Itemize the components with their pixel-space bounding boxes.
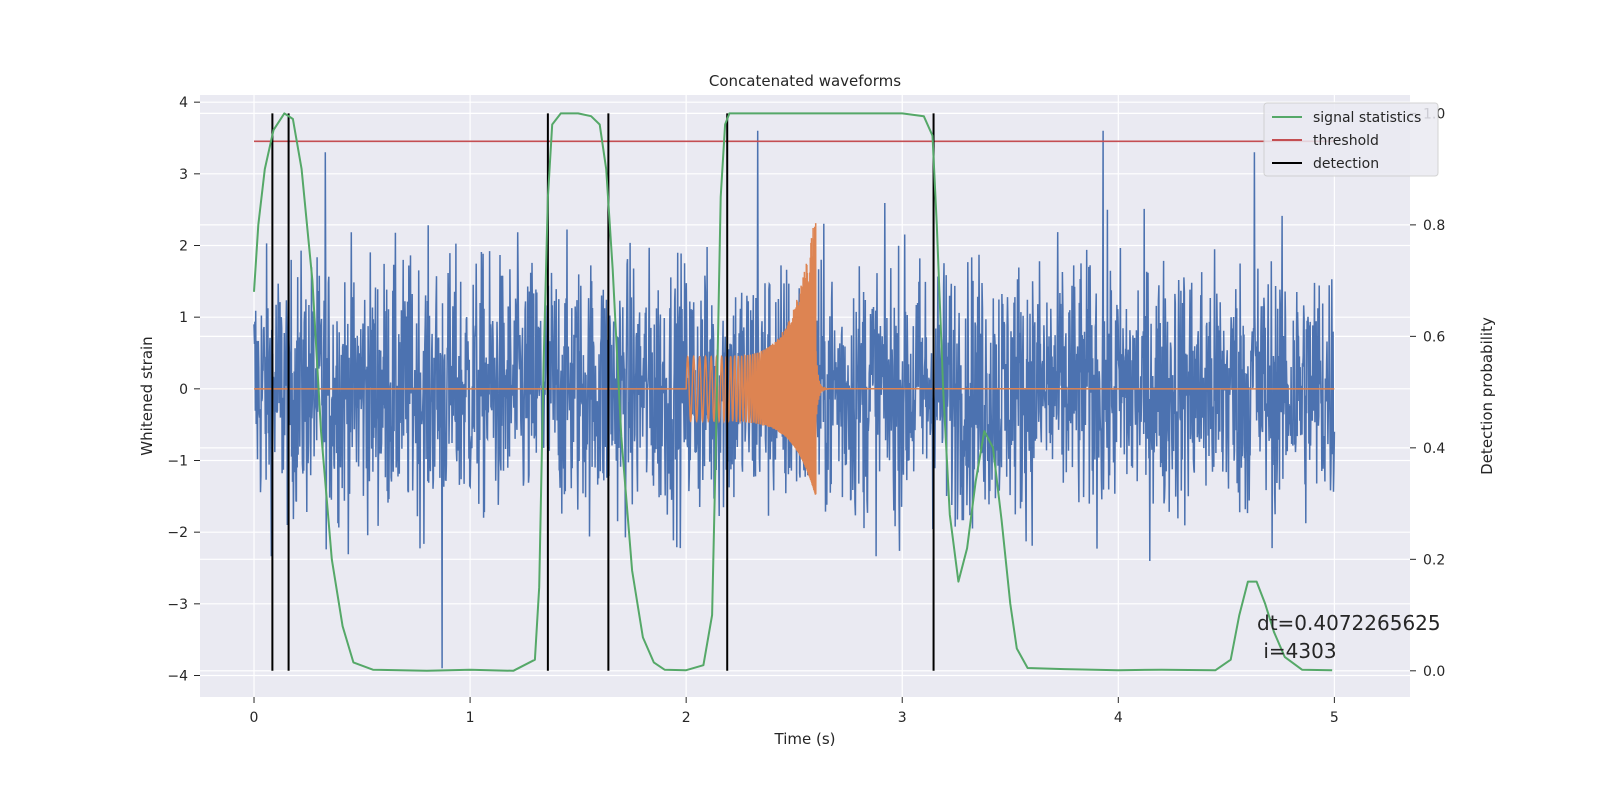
y-tick-label: 2 (179, 239, 188, 255)
legend-label-signal-statistics: signal statistics (1313, 110, 1421, 126)
x-tick-label: 4 (1114, 710, 1123, 726)
x-axis-label: Time (s) (774, 730, 836, 748)
x-tick-label: 2 (682, 710, 691, 726)
y-tick-label: 0 (179, 382, 188, 398)
y2-tick-label: 0.8 (1423, 218, 1445, 234)
annotation-index: i=4303 (1257, 639, 1337, 663)
y2-tick-label: 0.6 (1423, 329, 1445, 345)
y-tick-label: 1 (179, 310, 188, 326)
y-tick-label: 3 (179, 167, 188, 183)
x-tick-label: 5 (1330, 710, 1339, 726)
y2-tick-label: 0.0 (1423, 664, 1445, 680)
y2-axis-label: Detection probability (1478, 317, 1496, 475)
annotation-dt: dt=0.4072265625 (1257, 611, 1441, 635)
y-axis-label: Whitened strain (138, 336, 156, 455)
x-tick-label: 0 (250, 710, 259, 726)
x-tick-label: 1 (466, 710, 475, 726)
y-tick-label: −4 (167, 669, 188, 685)
y-tick-label: −1 (167, 454, 188, 470)
x-tick-label: 3 (898, 710, 907, 726)
y2-tick-label: 0.2 (1423, 552, 1445, 568)
legend-label-threshold: threshold (1313, 133, 1379, 149)
legend-box (1263, 102, 1439, 177)
y-tick-label: −3 (167, 597, 188, 613)
y-tick-label: −2 (167, 525, 188, 541)
y2-tick-label: 0.4 (1423, 441, 1445, 457)
signal-statistics-line (253, 112, 1333, 672)
series-layer (253, 112, 1336, 672)
chart-title: Concatenated waveforms (709, 72, 901, 90)
legend-label-detection: detection (1313, 156, 1379, 172)
template-line (254, 223, 1335, 495)
y-tick-label: 4 (179, 95, 188, 111)
legend: signal statistics threshold detection (1263, 102, 1439, 177)
